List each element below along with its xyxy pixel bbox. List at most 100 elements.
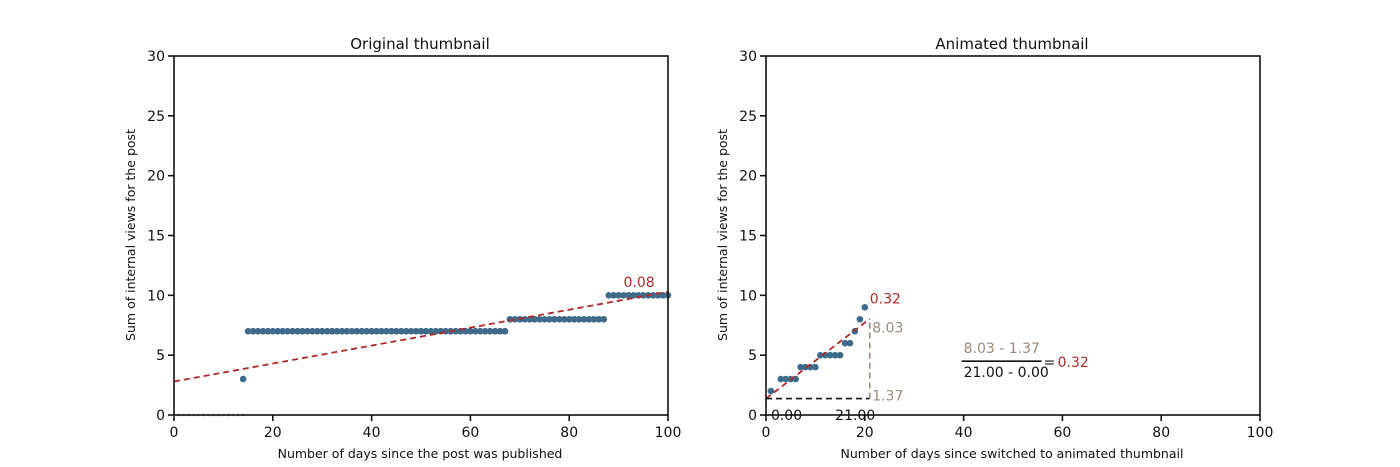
data-point [491,327,499,335]
data-point [861,304,869,311]
data-point [556,315,563,323]
x-tick-label: 60 [1053,425,1071,441]
data-point [546,315,553,323]
data-point [511,315,519,323]
chart-panel-original: Original thumbnail Number of days since … [123,35,681,461]
x-tick-label: 80 [560,425,578,441]
data-point [393,327,400,335]
x-tick-label: 20 [856,425,874,441]
data-point [580,315,588,323]
y-axis-label: Sum of internal views for the post [123,129,138,341]
y-axis-label: Sum of internal views for the post [715,129,730,341]
data-point [841,339,849,347]
data-point [338,327,346,335]
annotation-label: 0.08 [624,275,655,291]
data-point [427,327,435,335]
data-point [501,327,509,335]
data-point [590,315,598,323]
trend-line [173,290,669,383]
y-tick-label: 25 [739,109,757,125]
data-point [264,327,272,335]
data-point [476,327,484,335]
y-tick-label: 15 [739,229,757,245]
data-point [269,327,277,335]
data-point [383,327,390,335]
data-point [279,327,286,335]
data-point [856,315,864,323]
x-tick-label: 100 [1247,425,1274,441]
y-tick-label: 10 [739,288,757,304]
data-point [244,327,252,335]
data-point [378,327,385,335]
data-point [649,292,657,299]
data-point [343,327,351,335]
data-point [259,327,267,335]
x-tick-label: 40 [363,425,381,441]
data-point [536,315,543,323]
y-tick-label: 10 [147,288,165,304]
data-point [309,327,316,335]
data-point [600,315,608,323]
data-point [812,363,819,371]
data-point [407,327,415,335]
formula-equals: = [1044,355,1056,371]
formula-numerator: 8.03 - 1.37 [964,341,1040,357]
data-point [333,327,341,335]
data-point [348,327,356,335]
plot-frame [765,55,1261,416]
data-point [373,327,380,335]
data-point [551,315,558,323]
x-tick-label: 40 [955,425,973,441]
data-point [249,327,257,335]
x-tick-label: 0 [762,425,771,441]
data-point [625,292,632,299]
y-tick-label: 25 [147,109,165,125]
annotation-label: 1.37 [872,389,903,405]
data-point [417,327,425,335]
data-point [254,327,262,335]
data-point [496,327,504,335]
y-tick-label: 0 [156,408,165,424]
plot-frame [173,55,669,416]
data-point [284,327,291,335]
data-point [397,327,405,335]
y-tick-label: 30 [739,49,757,65]
data-point [274,327,282,335]
x-tick-label: 20 [264,425,282,441]
data-point [289,327,296,335]
x-axis-label: Number of days since the post was publis… [278,446,563,461]
data-point [353,327,361,335]
y-tick-label: 15 [147,229,165,245]
data-point [318,327,326,335]
data-point [846,339,854,347]
data-point [313,327,321,335]
data-point [486,327,494,335]
data-point [299,327,306,335]
y-tick-label: 20 [739,169,757,185]
data-point [565,315,573,323]
plot-area: 0 20 40 60 80 100 0 5 10 15 20 25 30 0.08 [147,49,681,441]
data-point [294,327,301,335]
data-point [328,327,336,335]
data-point [481,327,489,335]
data-point [831,351,839,359]
chart-title: Original thumbnail [350,35,490,53]
data-point [630,292,637,299]
data-point [585,315,593,323]
data-point [358,327,366,335]
x-axis-label: Number of days since switched to animate… [841,446,1184,461]
plot-area: 0 20 40 60 80 1000510152025300.328.031.370.00… [739,49,1273,441]
formula-result: 0.32 [1058,355,1089,371]
data-point [412,327,420,335]
data-point [560,315,568,323]
data-point [541,315,548,323]
x-tick-label: 100 [655,425,682,441]
data-point [432,327,440,335]
data-point [575,315,583,323]
data-point [836,351,844,359]
x-tick-label: 0 [170,425,179,441]
formula-denominator: 21.00 - 0.00 [964,365,1049,381]
data-point [797,363,804,371]
data-point [782,375,790,383]
